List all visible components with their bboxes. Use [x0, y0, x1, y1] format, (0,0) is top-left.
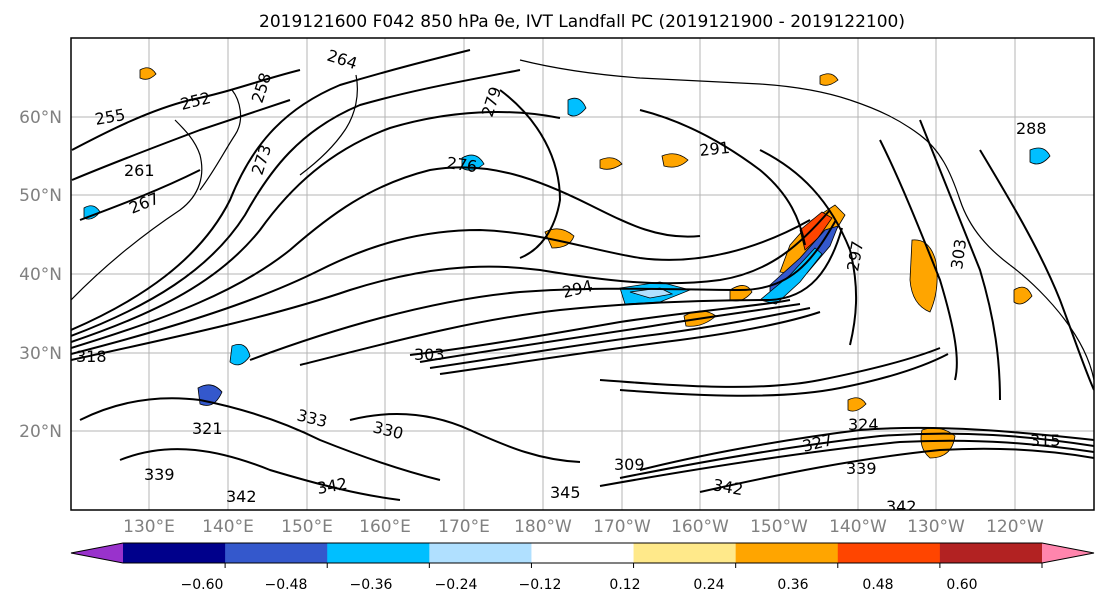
- lat-label-30n: 30°N: [19, 344, 62, 364]
- contour-label: 315: [1030, 431, 1061, 450]
- colorbar-tick-label: −0.48: [265, 577, 308, 593]
- map-title: 2019121600 F042 850 hPa θe, IVT Landfall…: [259, 12, 905, 32]
- colorbar-swatch: [939, 543, 1043, 563]
- lat-label-20n: 20°N: [19, 422, 62, 442]
- colorbar-tick-label: 0.12: [609, 577, 640, 593]
- lon-label: 130°W: [907, 517, 965, 537]
- colorbar-swatch: [735, 543, 839, 563]
- lat-label-60n: 60°N: [19, 108, 62, 128]
- lon-label: 120°W: [986, 517, 1044, 537]
- lon-label: 180°W: [514, 517, 572, 537]
- lon-label: 140°E: [202, 517, 254, 537]
- contour-label: 321: [192, 419, 223, 438]
- colorbar-swatch: [225, 543, 328, 563]
- colorbar-tick-label: 0.48: [862, 577, 893, 593]
- theta-e-contours: [71, 49, 1094, 501]
- colorbar-tick-label: −0.36: [350, 577, 393, 593]
- lat-label-40n: 40°N: [19, 265, 62, 285]
- map-panel: 264 255 252 258 261 267 273 279 276 291 …: [70, 37, 1095, 516]
- contour-label: 291: [698, 138, 730, 160]
- contour-label: 309: [614, 455, 645, 474]
- colorbar-outline: [70, 542, 1095, 564]
- lon-label: 130°E: [123, 517, 175, 537]
- coastlines: [71, 59, 1094, 381]
- colorbar-tick-label: −0.12: [519, 577, 562, 593]
- contour-label: 318: [76, 347, 107, 366]
- longitude-labels: 130°E 140°E 150°E 160°E 170°E 180°W 170°…: [123, 517, 1044, 537]
- contour-label: 339: [144, 465, 175, 484]
- colorbar-tick-label: 0.36: [777, 577, 808, 593]
- colorbar-swatch: [531, 543, 635, 563]
- colorbar-swatch: [633, 543, 737, 563]
- lon-label: 170°W: [593, 517, 651, 537]
- colorbar-swatch: [837, 543, 941, 563]
- lon-label: 140°W: [829, 517, 887, 537]
- contour-label: 342: [886, 497, 917, 516]
- contour-label: 342: [226, 487, 257, 506]
- lon-label: 150°W: [750, 517, 808, 537]
- colorbar-extend-low: [71, 543, 123, 563]
- contour-label: 339: [846, 459, 877, 478]
- contour-label: 261: [124, 161, 155, 180]
- colorbar-tick-label: −0.24: [435, 577, 478, 593]
- colorbar-swatch: [327, 543, 430, 563]
- contour-label: 288: [1016, 119, 1047, 138]
- map-frame: [70, 37, 1095, 511]
- lon-label: 150°E: [281, 517, 333, 537]
- gridlines: [71, 38, 1094, 510]
- latitude-labels: 60°N 50°N 40°N 30°N 20°N: [19, 108, 62, 442]
- colorbar-tick-labels: −0.60 −0.48 −0.36 −0.24 −0.12 0.12 0.24 …: [181, 577, 978, 593]
- contour-label: 345: [550, 483, 581, 502]
- contour-label: 303: [414, 345, 445, 364]
- colorbar-extend-high: [1042, 543, 1094, 563]
- colorbar-swatch: [429, 543, 532, 563]
- colorbar-swatches: [70, 542, 1095, 568]
- lon-label: 170°E: [438, 517, 490, 537]
- lon-label: 160°W: [671, 517, 729, 537]
- contour-label: 324: [848, 415, 879, 434]
- colorbar: −0.60 −0.48 −0.36 −0.24 −0.12 0.12 0.24 …: [70, 542, 1095, 593]
- colorbar-swatch: [123, 543, 226, 563]
- lat-label-50n: 50°N: [19, 186, 62, 206]
- contour-label: 276: [445, 153, 478, 176]
- colorbar-tick-label: 0.24: [693, 577, 724, 593]
- colorbar-tick-label: −0.60: [181, 577, 224, 593]
- lon-label: 160°E: [359, 517, 411, 537]
- contour-label: 303: [947, 238, 970, 271]
- colorbar-tick-label: 0.60: [946, 577, 977, 593]
